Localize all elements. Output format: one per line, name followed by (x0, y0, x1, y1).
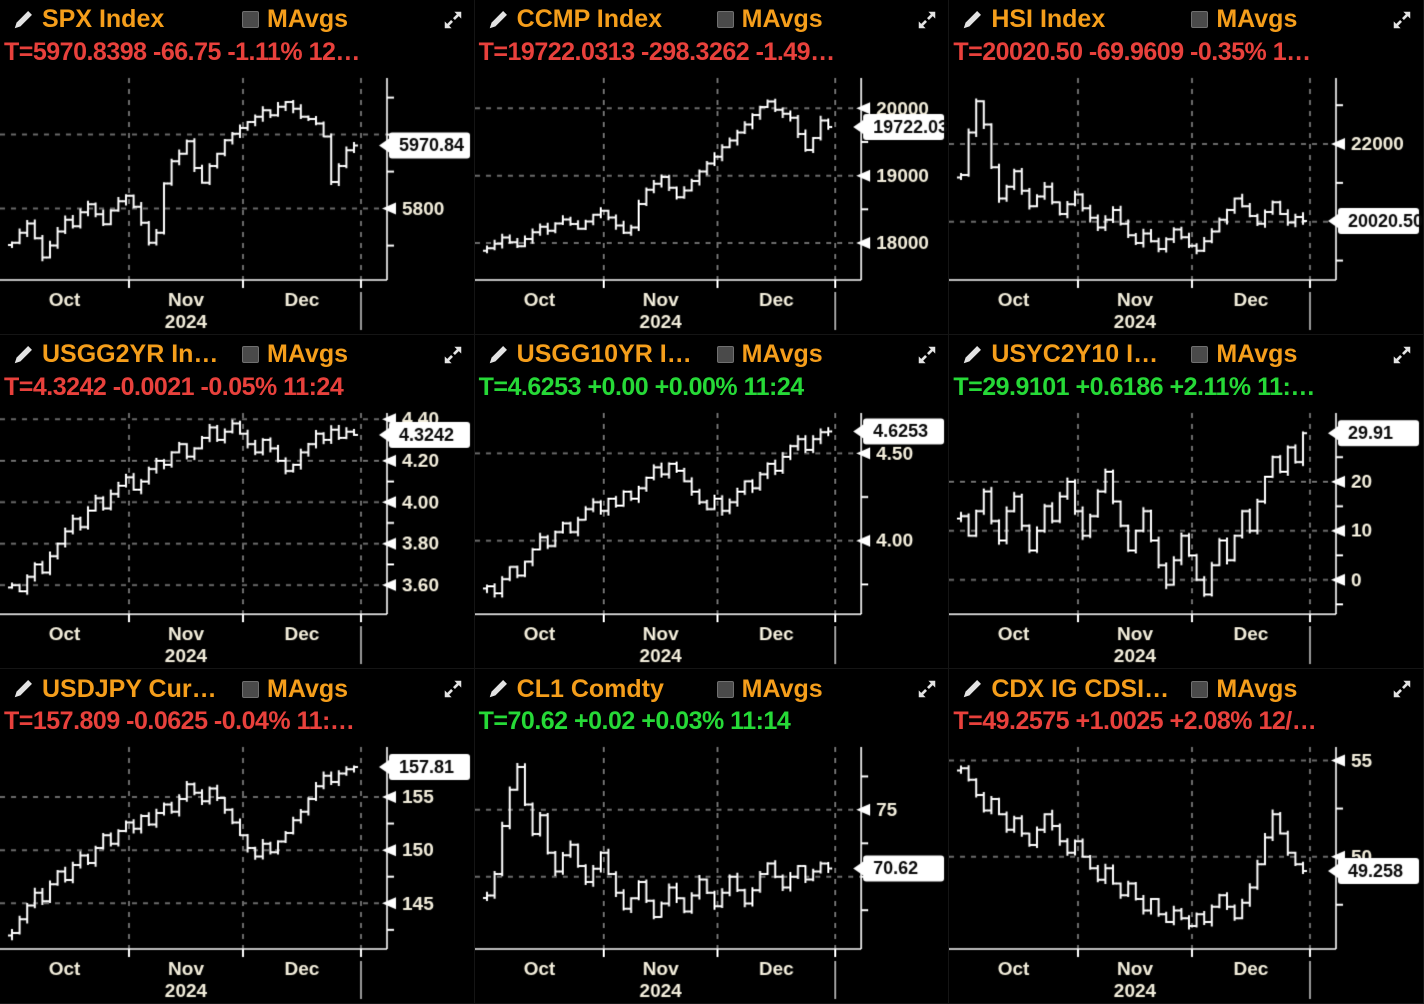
mavgs-checkbox[interactable] (1191, 11, 1209, 29)
mavgs-checkbox[interactable] (242, 680, 259, 698)
mavgs-checkbox[interactable] (1191, 680, 1209, 698)
annotate-pencil-icon[interactable] (961, 9, 983, 31)
chart-panel-ccmp: CCMP Index MAvgs T=19722.0313 -298.3262 … (474, 0, 950, 335)
security-title[interactable]: USDJPY Cur… (42, 674, 217, 703)
panel-header: SPX Index MAvgs (0, 0, 474, 37)
chart-panel-hsi: HSI Index MAvgs T=20020.50 -69.9609 -0.3… (949, 0, 1424, 335)
mavgs-checkbox[interactable] (716, 346, 734, 364)
last-trade-ticker: T=29.9101 +0.6186 +2.11% 11:… (953, 372, 1315, 401)
chart-panel-usdjpy: USDJPY Cur… MAvgs T=157.809 -0.0625 -0.0… (0, 669, 475, 1004)
chart-panel-usgg2yr: USGG2YR In… MAvgs T=4.3242 -0.0021 -0.05… (0, 334, 475, 670)
panel-header: CCMP Index MAvgs (475, 0, 949, 37)
price-chart[interactable] (949, 402, 1423, 669)
mavgs-label[interactable]: MAvgs (741, 5, 823, 34)
annotate-pencil-icon[interactable] (12, 344, 34, 366)
last-trade-ticker: T=4.3242 -0.0021 -0.05% 11:24 (4, 372, 344, 401)
expand-icon[interactable] (916, 344, 938, 366)
panel-header: USDJPY Cur… MAvgs (0, 669, 474, 706)
chart-panel-cdx-ig: CDX IG CDSI… MAvgs T=49.2575 +1.0025 +2.… (949, 669, 1424, 1004)
expand-icon[interactable] (442, 678, 464, 700)
expand-icon[interactable] (1391, 9, 1413, 31)
chart-panel-usyc2y10: USYC2Y10 I… MAvgs T=29.9101 +0.6186 +2.1… (949, 334, 1424, 670)
expand-icon[interactable] (442, 344, 464, 366)
mavgs-label[interactable]: MAvgs (1216, 5, 1298, 34)
mavgs-label[interactable]: MAvgs (741, 340, 823, 369)
mavgs-label[interactable]: MAvgs (267, 5, 349, 34)
price-chart[interactable] (474, 737, 949, 1003)
mavgs-checkbox[interactable] (242, 346, 259, 364)
mavgs-checkbox[interactable] (1191, 346, 1209, 364)
last-trade-ticker: T=49.2575 +1.0025 +2.08% 12/… (953, 707, 1317, 736)
last-trade-ticker: T=20020.50 -69.9609 -0.35% 1… (953, 37, 1311, 66)
security-title[interactable]: SPX Index (42, 5, 165, 34)
chart-panel-cl1: CL1 Comdty MAvgs T=70.62 +0.02 +0.03% 11… (474, 669, 950, 1004)
expand-icon[interactable] (442, 9, 464, 31)
security-title[interactable]: USGG10YR I… (516, 340, 692, 369)
price-chart[interactable] (0, 402, 474, 669)
security-title[interactable]: CDX IG CDSI… (991, 674, 1170, 703)
security-title[interactable]: USYC2Y10 I… (991, 340, 1159, 369)
mavgs-label[interactable]: MAvgs (741, 674, 823, 703)
panel-header: USYC2Y10 I… MAvgs (949, 335, 1423, 372)
mavgs-checkbox[interactable] (716, 11, 734, 29)
price-chart[interactable] (0, 67, 474, 334)
mavgs-label[interactable]: MAvgs (1216, 674, 1298, 703)
price-chart[interactable] (474, 402, 949, 669)
panel-header: USGG2YR In… MAvgs (0, 335, 474, 372)
mavgs-label[interactable]: MAvgs (267, 674, 349, 703)
panel-header: CDX IG CDSI… MAvgs (949, 669, 1423, 706)
price-chart[interactable] (949, 67, 1423, 334)
security-title[interactable]: CL1 Comdty (516, 674, 664, 703)
panel-header: USGG10YR I… MAvgs (475, 335, 949, 372)
security-title[interactable]: USGG2YR In… (42, 340, 219, 369)
price-chart[interactable] (0, 737, 474, 1003)
expand-icon[interactable] (916, 9, 938, 31)
security-title[interactable]: HSI Index (991, 5, 1106, 34)
price-chart[interactable] (949, 737, 1423, 1003)
expand-icon[interactable] (916, 678, 938, 700)
last-trade-ticker: T=4.6253 +0.00 +0.00% 11:24 (478, 372, 804, 401)
panel-header: HSI Index MAvgs (949, 0, 1423, 37)
security-title[interactable]: CCMP Index (516, 5, 663, 34)
mavgs-checkbox[interactable] (242, 11, 259, 29)
expand-icon[interactable] (1391, 344, 1413, 366)
annotate-pencil-icon[interactable] (961, 344, 983, 366)
last-trade-ticker: T=5970.8398 -66.75 -1.11% 12… (4, 37, 360, 66)
annotate-pencil-icon[interactable] (12, 9, 34, 31)
panel-header: CL1 Comdty MAvgs (475, 669, 949, 706)
last-trade-ticker: T=70.62 +0.02 +0.03% 11:14 (478, 707, 791, 736)
annotate-pencil-icon[interactable] (961, 678, 983, 700)
last-trade-ticker: T=157.809 -0.0625 -0.04% 11:… (4, 707, 355, 736)
chart-panel-usgg10yr: USGG10YR I… MAvgs T=4.6253 +0.00 +0.00% … (474, 334, 950, 670)
mavgs-label[interactable]: MAvgs (267, 340, 349, 369)
mavgs-checkbox[interactable] (716, 680, 734, 698)
last-trade-ticker: T=19722.0313 -298.3262 -1.49… (478, 37, 835, 66)
annotate-pencil-icon[interactable] (12, 678, 34, 700)
mavgs-label[interactable]: MAvgs (1216, 340, 1298, 369)
chart-panel-spx: SPX Index MAvgs T=5970.8398 -66.75 -1.11… (0, 0, 475, 335)
annotate-pencil-icon[interactable] (487, 9, 509, 31)
annotate-pencil-icon[interactable] (487, 678, 509, 700)
expand-icon[interactable] (1391, 678, 1413, 700)
price-chart[interactable] (474, 67, 949, 334)
annotate-pencil-icon[interactable] (487, 344, 509, 366)
